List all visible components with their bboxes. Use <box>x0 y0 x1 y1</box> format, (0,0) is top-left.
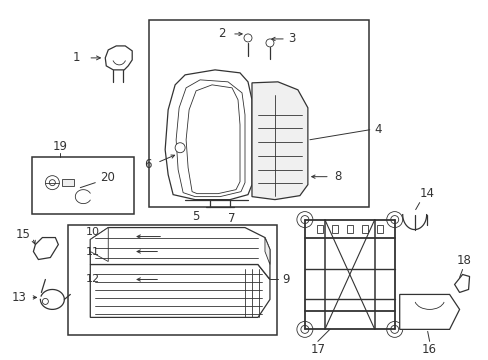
Bar <box>361 225 367 233</box>
Circle shape <box>49 180 55 186</box>
Bar <box>346 225 352 233</box>
Text: 17: 17 <box>310 343 325 356</box>
Polygon shape <box>105 46 132 70</box>
Circle shape <box>386 212 402 228</box>
Text: 19: 19 <box>53 140 68 153</box>
Bar <box>149 20 368 207</box>
Bar <box>68 225 276 336</box>
Circle shape <box>300 216 308 224</box>
Circle shape <box>296 212 312 228</box>
Bar <box>62 179 74 186</box>
Polygon shape <box>399 294 459 329</box>
Text: 16: 16 <box>421 343 436 356</box>
Circle shape <box>390 216 398 224</box>
Polygon shape <box>264 238 269 265</box>
Text: 8: 8 <box>333 170 341 183</box>
Polygon shape <box>90 265 269 318</box>
Text: 1: 1 <box>73 51 80 64</box>
Polygon shape <box>454 274 468 292</box>
Text: 2: 2 <box>218 27 225 40</box>
Text: 7: 7 <box>228 212 235 225</box>
Circle shape <box>386 321 402 337</box>
Text: 9: 9 <box>282 273 289 286</box>
Circle shape <box>265 39 273 47</box>
Polygon shape <box>33 238 58 260</box>
Polygon shape <box>90 228 108 261</box>
Text: 3: 3 <box>287 32 295 45</box>
Text: 4: 4 <box>374 123 382 136</box>
Circle shape <box>390 325 398 333</box>
Polygon shape <box>90 228 269 279</box>
Text: 20: 20 <box>100 171 115 184</box>
Bar <box>376 225 382 233</box>
Text: 5: 5 <box>192 210 200 222</box>
Circle shape <box>300 325 308 333</box>
Polygon shape <box>251 82 307 200</box>
Text: 14: 14 <box>419 186 434 200</box>
Circle shape <box>296 321 312 337</box>
Polygon shape <box>165 70 251 200</box>
Bar <box>32 157 134 213</box>
Circle shape <box>175 143 185 153</box>
Bar <box>331 225 337 233</box>
Circle shape <box>45 176 59 190</box>
Text: 11: 11 <box>86 247 100 257</box>
Text: 15: 15 <box>16 228 30 241</box>
Text: 13: 13 <box>12 291 26 304</box>
Text: 6: 6 <box>143 158 151 171</box>
Bar <box>316 225 322 233</box>
Circle shape <box>42 298 48 305</box>
Text: 18: 18 <box>456 255 471 267</box>
Circle shape <box>244 34 251 42</box>
Text: 12: 12 <box>86 274 100 284</box>
Text: 10: 10 <box>86 226 100 237</box>
